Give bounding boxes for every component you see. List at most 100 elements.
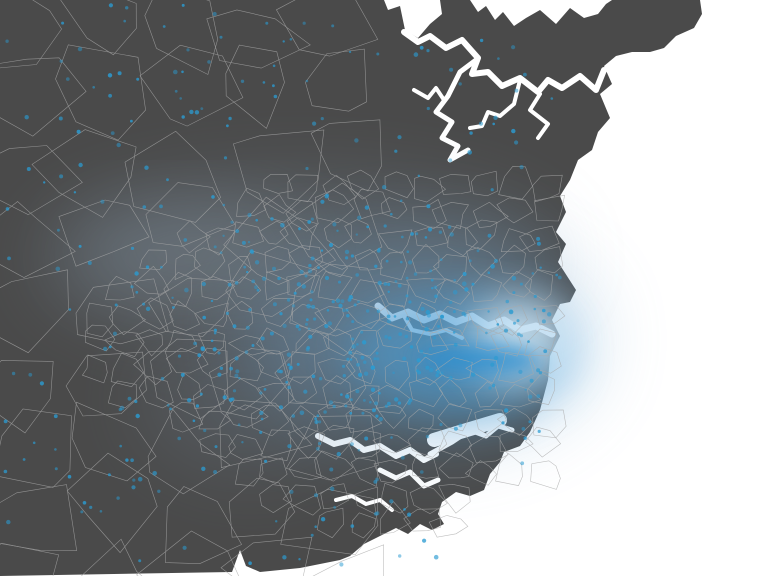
data-point — [26, 167, 31, 171]
suburb-boundary — [55, 44, 146, 141]
data-point — [524, 388, 527, 391]
data-point — [307, 327, 311, 331]
suburb-boundary — [345, 406, 383, 433]
data-point — [131, 485, 136, 490]
data-point — [145, 265, 150, 269]
data-point — [255, 218, 258, 222]
data-point — [234, 281, 239, 285]
data-point — [292, 304, 296, 308]
suburb-boundary — [275, 0, 379, 57]
data-point — [487, 310, 490, 313]
suburb-boundary — [502, 271, 533, 298]
suburb-boundary — [285, 200, 319, 232]
suburb-boundary — [108, 305, 146, 336]
suburb-boundary — [322, 375, 352, 409]
data-point — [68, 308, 72, 311]
suburb-boundary — [198, 410, 232, 430]
data-point — [66, 77, 70, 81]
data-point — [251, 344, 255, 347]
data-point — [222, 395, 227, 400]
data-point — [310, 217, 314, 221]
data-point — [363, 399, 366, 402]
suburb-boundary — [527, 372, 555, 405]
data-point — [219, 366, 224, 370]
data-point — [338, 303, 343, 308]
data-point — [127, 396, 132, 401]
data-point — [327, 321, 332, 326]
data-point — [194, 110, 200, 115]
suburb-boundary — [287, 174, 319, 203]
data-point — [370, 365, 376, 370]
data-point — [107, 73, 113, 78]
data-point — [289, 38, 293, 41]
data-point — [397, 283, 402, 288]
suburb-boundary — [317, 358, 356, 385]
data-point — [523, 436, 527, 440]
suburb-boundary — [380, 251, 408, 281]
data-point — [408, 398, 413, 403]
data-point — [289, 365, 293, 369]
suburb-boundary — [408, 408, 434, 433]
data-point — [332, 222, 337, 227]
data-point — [387, 290, 390, 293]
data-point — [180, 372, 185, 377]
data-point — [407, 512, 412, 517]
suburb-boundary — [498, 351, 534, 384]
data-point — [134, 271, 139, 276]
suburb-boundary — [312, 544, 385, 576]
data-points — [3, 3, 562, 567]
suburb-boundary — [163, 271, 193, 307]
data-point — [58, 116, 63, 121]
data-point — [400, 455, 405, 460]
data-point — [246, 270, 249, 274]
data-point — [298, 328, 301, 331]
data-point — [550, 97, 554, 100]
data-point — [301, 284, 306, 289]
suburb-boundary — [263, 194, 297, 223]
data-point — [225, 311, 230, 315]
data-point — [373, 512, 378, 516]
data-point — [318, 377, 323, 381]
data-point — [259, 410, 264, 416]
suburb-boundary — [474, 381, 500, 408]
data-point — [323, 410, 327, 414]
suburb-boundary — [465, 219, 498, 250]
suburb-boundary — [138, 375, 174, 409]
data-point — [159, 204, 163, 209]
data-point — [387, 336, 392, 340]
data-point — [405, 294, 409, 298]
data-point — [324, 194, 329, 199]
data-point — [329, 467, 334, 472]
suburb-boundary — [145, 182, 236, 247]
data-point — [39, 381, 45, 386]
suburb-boundary — [411, 243, 440, 274]
data-point — [461, 311, 466, 316]
data-point — [501, 421, 505, 425]
suburb-boundary — [314, 189, 355, 224]
data-point — [232, 324, 237, 329]
suburb-boundary — [318, 424, 355, 460]
data-point — [32, 441, 36, 445]
data-point — [312, 121, 317, 126]
data-point — [344, 404, 348, 408]
suburb-boundary — [226, 404, 269, 428]
data-point — [533, 307, 537, 311]
data-point — [54, 467, 58, 471]
suburb-boundary — [165, 486, 243, 565]
data-point — [493, 258, 499, 264]
data-point — [197, 353, 202, 358]
data-point — [199, 392, 203, 396]
suburb-boundary — [416, 330, 449, 355]
data-point — [452, 290, 458, 295]
data-point — [331, 24, 335, 28]
data-point — [490, 264, 495, 269]
data-point — [397, 135, 402, 140]
data-point — [448, 375, 453, 381]
data-point — [348, 350, 353, 355]
data-point — [80, 510, 84, 514]
suburb-boundary — [344, 219, 372, 244]
suburb-boundary — [228, 477, 296, 538]
data-point — [491, 383, 496, 388]
